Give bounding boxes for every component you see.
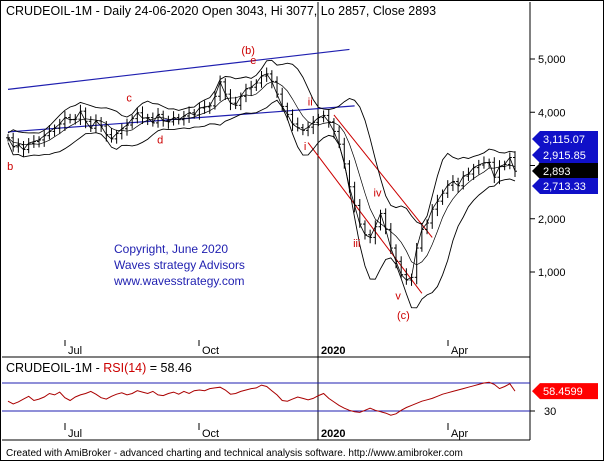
wave-label: (c) [397,310,410,322]
y-tick-label: 5,000 [538,54,566,66]
lower-band [7,99,516,309]
price-plot-area [2,2,530,357]
value-tag [532,147,598,163]
rsi-name: RSI(14) [103,361,146,375]
y-tick-label: 1,000 [538,267,566,279]
price-x-axis: Jul Oct 2020 Apr [68,345,468,357]
value-tags: 3,115.07 2,915.85 2,893 2,713.33 58.4599 [532,131,598,400]
price-panel-title: CRUDEOIL-1M - Daily 24-06-2020 Open 3043… [6,4,436,18]
value-tag [532,131,598,147]
website-link[interactable]: www.wavesstrategy.com [113,274,244,288]
x-tick-label: Apr [451,345,468,357]
vertical-grid [64,2,449,440]
value-tag [532,383,598,400]
value-tag-label: 3,115.07 [543,134,585,146]
channel-upper-line [7,48,350,90]
rsi-line [7,381,516,416]
middle-band [7,81,516,266]
wave-label: v [395,291,401,303]
value-tag-label: 58.4599 [543,386,583,398]
y-tick-label: 2,000 [538,214,566,226]
value-tag-label: 2,713.33 [543,181,586,193]
rsi-value: = 58.46 [146,361,192,375]
x-tick-label: Jul [68,345,82,357]
red-channel-lower [307,142,423,294]
rsi-panel-title: CRUDEOIL-1M - RSI(14) = 58.46 [6,361,192,375]
x-tick-label: 2020 [321,428,345,440]
rsi-series: 30 [2,381,556,418]
bollinger-bands [7,59,516,309]
rsi-y-tick-label: 30 [544,406,556,418]
wave-label: d [157,135,163,147]
price-series [6,67,517,286]
x-tick-label: Apr [451,428,468,440]
y-tick-label: 4,000 [538,107,566,119]
red-channel-upper [333,114,433,238]
wave-label: c [126,93,132,105]
symbol-label: CRUDEOIL-1M [6,4,92,18]
wave-label: b [7,161,13,173]
x-tick-label: Jul [68,428,82,440]
upper-band [7,59,516,225]
wave-label: (b) [241,45,254,57]
ohlc-info: - Daily 24-06-2020 Open 3043, Hi 3077, L… [92,4,436,18]
rsi-x-axis: Jul Oct 2020 Apr [68,428,468,440]
copyright-line: Copyright, June 2020 [114,242,228,256]
price-close-line [7,73,516,281]
wave-label: ii [308,96,313,108]
wave-label: iv [374,187,382,199]
wave-label: e [250,55,256,67]
wave-label: iii [353,238,360,250]
footer-credit: Created with AmiBroker - advanced charti… [6,448,463,459]
x-tick-label: Oct [202,428,219,440]
company-line: Waves strategy Advisors [114,258,245,272]
x-tick-label: Oct [202,345,219,357]
x-tick-label: 2020 [321,345,345,357]
value-tag-label: 2,915.85 [543,150,586,162]
value-tag-label: 2,893 [543,166,571,178]
wave-label: i [304,141,306,153]
rsi-prefix: CRUDEOIL-1M - [6,361,103,375]
value-tag [532,178,598,194]
value-tag [532,163,598,179]
